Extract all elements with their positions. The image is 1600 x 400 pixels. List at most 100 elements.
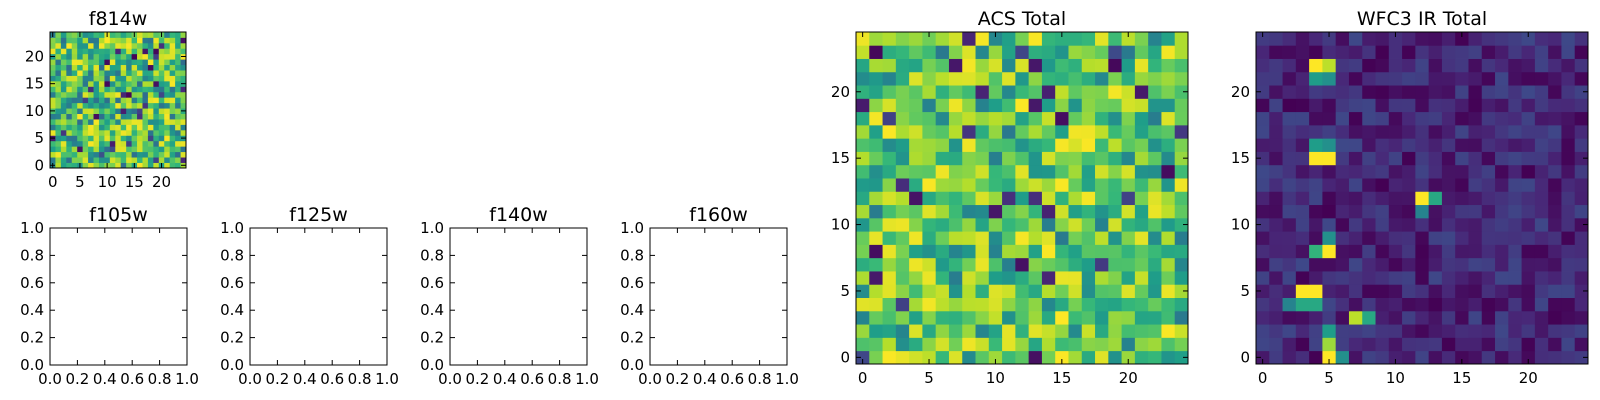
heatmap-cell — [962, 151, 976, 166]
heatmap-cell — [50, 140, 56, 147]
heatmap-cell — [1534, 257, 1549, 272]
heatmap-cell — [948, 257, 963, 272]
heatmap-cell — [1561, 257, 1576, 272]
heatmap-cell — [158, 42, 165, 49]
heatmap-cell — [50, 102, 56, 109]
heatmap-cell — [922, 217, 937, 232]
heatmap-cell — [1468, 111, 1483, 126]
heatmap-cell — [158, 80, 165, 87]
heatmap-cell — [1174, 244, 1189, 259]
heatmap-cell — [88, 70, 94, 76]
heatmap-cell — [153, 135, 160, 142]
heatmap-cell — [1148, 324, 1162, 338]
heatmap-cell — [115, 140, 122, 147]
heatmap-cell — [1055, 124, 1069, 139]
heatmap-cell — [988, 98, 1003, 113]
heatmap-cell — [1402, 324, 1416, 338]
heatmap-cell — [975, 204, 990, 219]
x-tick-label: 0.0 — [38, 370, 62, 388]
heatmap-cell — [1256, 138, 1270, 152]
heatmap-cell — [869, 178, 883, 192]
y-tick-label: 0.6 — [620, 274, 644, 292]
heatmap-cell — [1375, 257, 1390, 272]
heatmap-cell — [869, 310, 883, 325]
heatmap-cell — [869, 151, 883, 166]
heatmap-cell — [1441, 151, 1456, 166]
heatmap-cell — [1561, 350, 1576, 365]
heatmap-cell — [60, 113, 67, 120]
heatmap-cell — [1081, 204, 1096, 219]
heatmap-cell — [175, 37, 181, 44]
heatmap-cell — [55, 75, 62, 82]
heatmap-cell — [1335, 244, 1350, 259]
heatmap-cell — [975, 337, 990, 352]
heatmap-cell — [1041, 310, 1056, 325]
heatmap-cell — [1095, 98, 1109, 113]
heatmap-cell — [164, 42, 171, 49]
heatmap-cell — [98, 37, 105, 44]
heatmap-cell — [158, 64, 165, 71]
heatmap-cell — [153, 108, 160, 114]
heatmap-cell — [1055, 98, 1069, 113]
heatmap-cell — [1121, 297, 1136, 312]
heatmap-cell — [1068, 337, 1083, 352]
heatmap-cell — [1174, 85, 1189, 99]
heatmap-cell — [975, 271, 990, 285]
heatmap-cell — [1534, 98, 1549, 113]
heatmap-cell — [1534, 45, 1549, 59]
heatmap-cell — [895, 58, 910, 73]
heatmap-cell — [1055, 164, 1069, 179]
heatmap-cell — [1335, 217, 1350, 232]
heatmap-cell — [169, 108, 176, 114]
heatmap-cell — [948, 297, 963, 312]
heatmap-cell — [1041, 284, 1056, 298]
heatmap-cell — [1295, 164, 1310, 179]
heatmap-cell — [1174, 111, 1189, 126]
heatmap-cell — [88, 48, 94, 55]
x-tick-label: 0.4 — [493, 370, 517, 388]
heatmap-cell — [50, 97, 56, 104]
heatmap-cell — [1388, 58, 1403, 73]
heatmap-cell — [1161, 284, 1176, 298]
heatmap-cell — [147, 102, 154, 109]
heatmap-cell — [1495, 32, 1509, 46]
heatmap-cell — [1508, 324, 1522, 338]
y-tick-label: 0.4 — [620, 301, 644, 319]
heatmap-cell — [1269, 71, 1283, 86]
heatmap-cell — [1428, 124, 1443, 139]
heatmap-cell — [50, 129, 56, 136]
heatmap-cell — [1561, 138, 1576, 152]
heatmap-cell — [180, 91, 187, 98]
heatmap-cell — [115, 119, 122, 125]
heatmap-cell — [1388, 217, 1403, 232]
heatmap-cell — [909, 204, 923, 219]
heatmap-cell — [1108, 111, 1122, 126]
heatmap-cell — [1534, 138, 1549, 152]
heatmap-cell — [948, 191, 963, 206]
heatmap-cell — [935, 231, 950, 245]
heatmap-cell — [147, 42, 154, 49]
heatmap-cell — [1134, 164, 1149, 179]
heatmap-cell — [109, 108, 116, 114]
heatmap-cell — [109, 86, 116, 93]
heatmap-cell — [1561, 337, 1576, 352]
panel-title-f105w: f105w — [89, 204, 148, 226]
heatmap-cell — [1428, 217, 1443, 232]
heatmap-cell — [175, 140, 181, 147]
heatmap-cell — [126, 37, 132, 44]
heatmap-cell — [1521, 111, 1536, 126]
heatmap-cell — [169, 64, 176, 71]
heatmap-cell — [164, 48, 171, 55]
heatmap-cell — [1548, 204, 1562, 219]
heatmap-cell — [1428, 178, 1443, 192]
heatmap-cell — [1322, 111, 1337, 126]
heatmap-cell — [1121, 217, 1136, 232]
heatmap-cell — [1362, 324, 1376, 338]
heatmap-cell — [164, 102, 171, 109]
heatmap-cell — [1322, 164, 1337, 179]
heatmap-cell — [88, 86, 94, 93]
heatmap-cell — [1468, 32, 1483, 46]
heatmap-cell — [131, 48, 138, 55]
heatmap-cell — [1081, 32, 1096, 46]
heatmap-cell — [1108, 271, 1122, 285]
